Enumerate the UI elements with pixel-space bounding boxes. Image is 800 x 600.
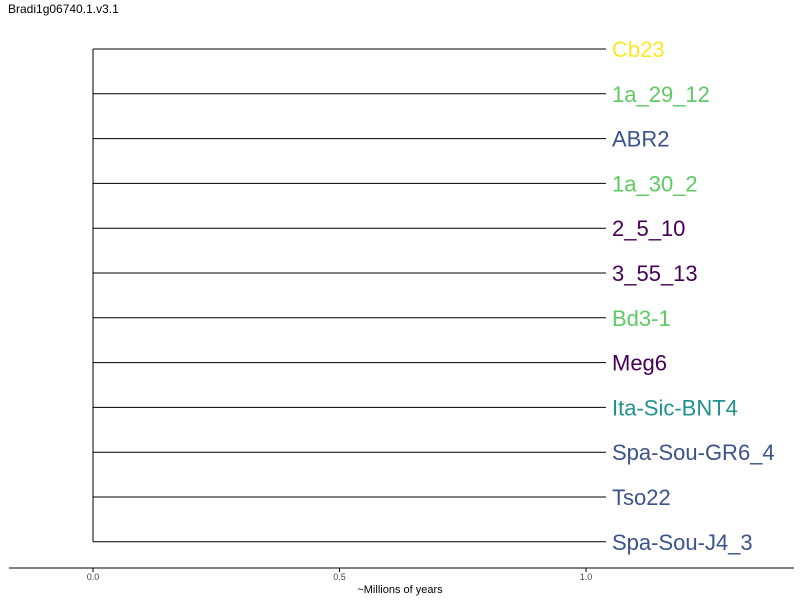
leaf-label: Meg6 bbox=[612, 351, 667, 376]
leaf-label: Cb23 bbox=[612, 37, 665, 62]
axis-tick-label: 0.0 bbox=[87, 572, 100, 582]
tree-title: Bradi1g06740.1.v3.1 bbox=[8, 2, 119, 16]
leaf-label: Ita-Sic-BNT4 bbox=[612, 395, 738, 420]
axis-tick-label: 1.0 bbox=[580, 572, 593, 582]
leaf-label: 3_55_13 bbox=[612, 261, 698, 286]
tree-branches bbox=[92, 48, 606, 543]
axis-title: ~Millions of years bbox=[357, 584, 443, 596]
leaf-label: Tso22 bbox=[612, 485, 671, 510]
leaf-label: 1a_29_12 bbox=[612, 82, 710, 107]
time-axis: 0.0 0.5 1.0 ~Millions of years bbox=[9, 567, 794, 596]
leaf-label: 2_5_10 bbox=[612, 216, 685, 241]
leaf-label: ABR2 bbox=[612, 127, 669, 152]
leaf-label: Spa-Sou-J4_3 bbox=[612, 530, 753, 555]
leaf-label: Bd3-1 bbox=[612, 306, 671, 331]
axis-ticks: 0.0 0.5 1.0 bbox=[87, 568, 593, 582]
leaf-label: 1a_30_2 bbox=[612, 171, 698, 196]
leaf-labels: Cb23 1a_29_12 ABR2 1a_30_2 2_5_10 3_55_13 Bd3-… bbox=[612, 37, 775, 555]
axis-tick-label: 0.5 bbox=[333, 572, 346, 582]
leaf-label: Spa-Sou-GR6_4 bbox=[612, 440, 775, 465]
